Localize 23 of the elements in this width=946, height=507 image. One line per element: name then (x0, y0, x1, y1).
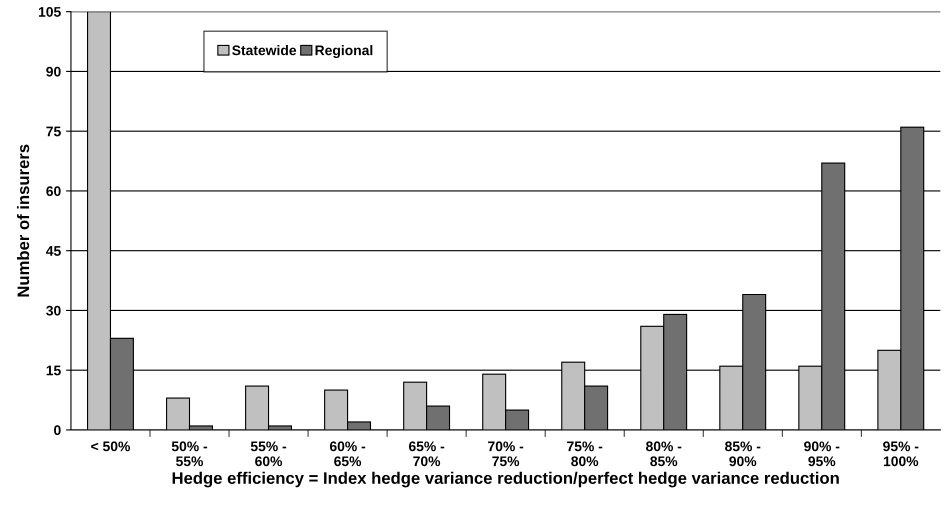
y-tick-label: 15 (46, 366, 61, 376)
x-tick-label: 80% - 85% (646, 441, 682, 466)
x-tick-label: 95% - 100% (883, 441, 918, 466)
legend-label: Regional (316, 45, 372, 58)
x-tick-label: < 50% (91, 441, 130, 452)
y-tick-label: 0 (54, 425, 61, 436)
y-axis-title: Number of insurers (16, 144, 30, 297)
y-tick-label: 30 (46, 306, 61, 316)
y-tick-label: 45 (46, 246, 61, 256)
x-tick-label: 65% - 70% (408, 441, 444, 466)
y-tick-label: 75 (46, 126, 61, 136)
y-tick-label: 90 (46, 66, 61, 77)
y-tick-label: 60 (46, 186, 61, 196)
x-tick-label: 70% - 75% (488, 441, 524, 466)
x-tick-label: 85% - 90% (725, 441, 760, 466)
x-tick-label: 90% - 95% (804, 441, 840, 466)
legend-label: Statewide (232, 45, 296, 56)
x-tick-label: 60% - 65% (330, 441, 366, 466)
y-tick-label: 105 (38, 6, 61, 17)
x-tick-label: 55% - 60% (250, 441, 286, 466)
x-axis-title: Hedge efficiency = Index hedge variance reduction/perfect hedge variance reduction (172, 472, 839, 488)
x-tick-label: 75% - 80% (567, 441, 602, 466)
x-tick-label: 50% - 55% (172, 441, 208, 466)
